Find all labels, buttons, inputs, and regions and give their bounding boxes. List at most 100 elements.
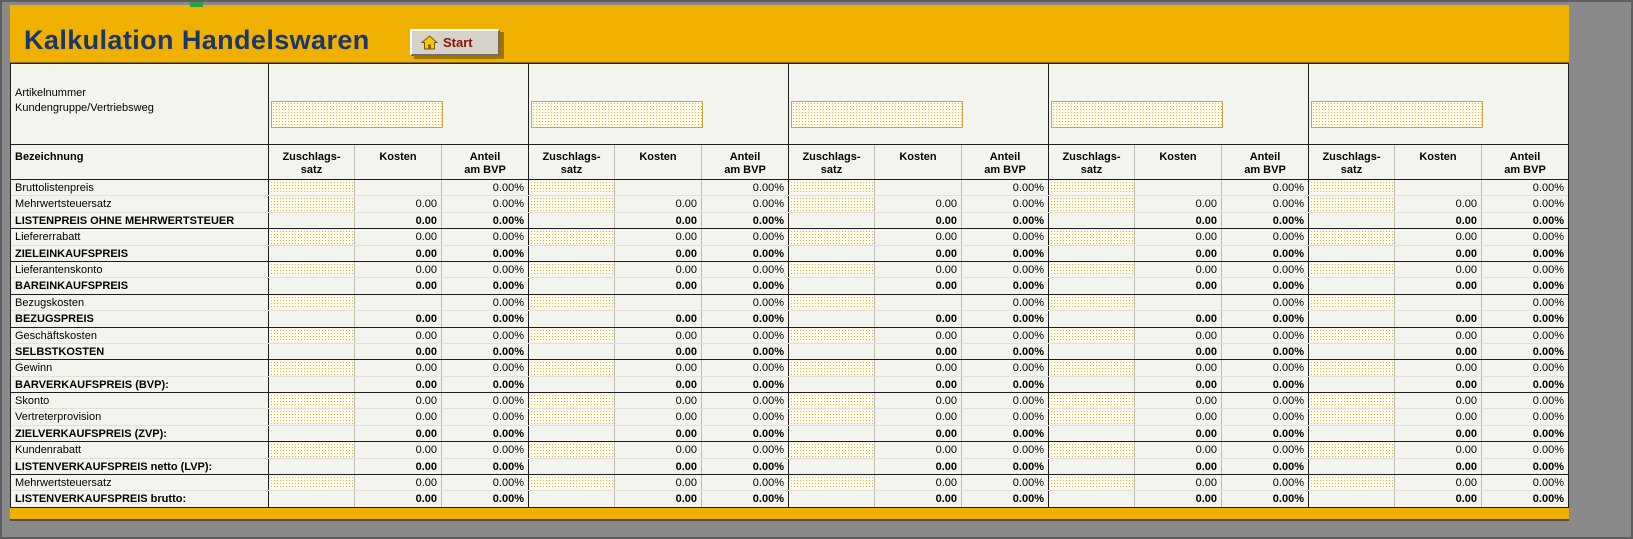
row-group: 0.00 0.00% bbox=[788, 475, 1048, 491]
zuschlagssatz-input-cell[interactable] bbox=[789, 294, 875, 311]
row-group: 0.00% bbox=[1048, 180, 1308, 196]
zuschlagssatz-input-cell[interactable] bbox=[789, 360, 875, 376]
zuschlagssatz-input-cell[interactable] bbox=[269, 409, 355, 425]
zuschlagssatz-input-cell[interactable] bbox=[1049, 294, 1135, 311]
zuschlagssatz-input-cell[interactable] bbox=[269, 229, 355, 245]
anteil-bvp-cell: 0.00% bbox=[1532, 477, 1564, 490]
zuschlagssatz-input-cell[interactable] bbox=[1309, 442, 1395, 458]
anteil-bvp-cell: 0.00% bbox=[1272, 493, 1304, 506]
kosten-cell: 0.00 bbox=[355, 212, 442, 229]
zuschlagssatz-input-cell[interactable] bbox=[789, 196, 875, 212]
zuschlagssatz-input-cell[interactable] bbox=[1309, 229, 1395, 245]
zuschlagssatz-input-cell[interactable] bbox=[1049, 360, 1135, 376]
row-group: 0.00 0.00% bbox=[1048, 458, 1308, 475]
zuschlagssatz-input-cell[interactable] bbox=[529, 393, 615, 409]
zuschlagssatz-input-cell[interactable] bbox=[1309, 409, 1395, 425]
input-cell-pattern bbox=[270, 443, 353, 457]
anteil-bvp-cell: 0.00% bbox=[752, 477, 784, 490]
zuschlagssatz-input-cell[interactable] bbox=[529, 261, 615, 278]
zuschlagssatz-input-cell[interactable] bbox=[789, 180, 875, 196]
kosten-cell: 0.00 bbox=[875, 327, 962, 343]
zuschlagssatz-input-cell[interactable] bbox=[1309, 196, 1395, 212]
row-group: 0.00 0.00% bbox=[1308, 245, 1568, 261]
input-cell-pattern bbox=[1310, 295, 1393, 310]
zuschlagssatz-input-cell[interactable] bbox=[1309, 327, 1395, 343]
zuschlagssatz-input-cell[interactable] bbox=[269, 442, 355, 458]
zuschlagssatz-input-cell[interactable] bbox=[789, 393, 875, 409]
row-group: 0.00 0.00% bbox=[528, 343, 788, 360]
zuschlagssatz-input-cell[interactable] bbox=[269, 196, 355, 212]
row-group: 0.00 0.00% bbox=[528, 327, 788, 343]
zuschlagssatz-input-cell[interactable] bbox=[1049, 229, 1135, 245]
info-labels: Artikelnummer Kundengruppe/Vertriebsweg bbox=[11, 64, 268, 144]
zuschlagssatz-input-cell[interactable] bbox=[789, 229, 875, 245]
input-cell-pattern bbox=[530, 262, 613, 277]
zuschlagssatz-cell bbox=[1309, 376, 1395, 393]
article-customer-input[interactable] bbox=[1051, 101, 1223, 128]
anteil-bvp-cell: 0.00% bbox=[752, 214, 784, 227]
anteil-bvp-cell: 0.00% bbox=[1272, 345, 1304, 358]
zuschlagssatz-input-cell[interactable] bbox=[529, 475, 615, 491]
anteil-bvp-cell: 0.00% bbox=[1012, 214, 1044, 227]
row-group: 0.00 0.00% bbox=[528, 458, 788, 475]
zuschlagssatz-input-cell[interactable] bbox=[269, 180, 355, 196]
kosten-cell: 0.00 bbox=[615, 376, 702, 393]
zuschlagssatz-input-cell[interactable] bbox=[1049, 442, 1135, 458]
zuschlagssatz-input-cell[interactable] bbox=[269, 294, 355, 311]
input-cell-pattern bbox=[530, 328, 613, 342]
zuschlagssatz-input-cell[interactable] bbox=[1049, 180, 1135, 196]
zuschlagssatz-input-cell[interactable] bbox=[789, 261, 875, 278]
start-button[interactable]: Start bbox=[410, 29, 500, 56]
row-group: 0.00 0.00% bbox=[788, 409, 1048, 425]
row-group: 0.00% bbox=[268, 294, 528, 311]
zuschlagssatz-input-cell[interactable] bbox=[1049, 393, 1135, 409]
zuschlagssatz-input-cell[interactable] bbox=[1309, 180, 1395, 196]
zuschlagssatz-input-cell[interactable] bbox=[1309, 294, 1395, 311]
zuschlagssatz-cell bbox=[269, 245, 355, 261]
article-customer-input[interactable] bbox=[271, 101, 443, 128]
header-line: am BVP bbox=[1244, 164, 1286, 176]
article-customer-input[interactable] bbox=[1311, 101, 1483, 128]
anteil-bvp-cell: 0.00% bbox=[752, 362, 784, 375]
row-group: 0.00 0.00% bbox=[1308, 212, 1568, 229]
zuschlagssatz-input-cell[interactable] bbox=[269, 475, 355, 491]
kosten-cell: 0.00 bbox=[1135, 475, 1222, 491]
input-cell-pattern bbox=[530, 181, 613, 195]
kosten-cell: 0.00 bbox=[355, 278, 442, 294]
zuschlagssatz-input-cell[interactable] bbox=[1049, 196, 1135, 212]
zuschlagssatz-input-cell[interactable] bbox=[789, 442, 875, 458]
zuschlagssatz-input-cell[interactable] bbox=[269, 327, 355, 343]
article-customer-input[interactable] bbox=[531, 101, 703, 128]
anteil-bvp-cell: 0.00% bbox=[492, 427, 524, 440]
zuschlagssatz-input-cell[interactable] bbox=[269, 393, 355, 409]
zuschlagssatz-input-cell[interactable] bbox=[1049, 475, 1135, 491]
zuschlagssatz-input-cell[interactable] bbox=[789, 475, 875, 491]
zuschlagssatz-input-cell[interactable] bbox=[1309, 393, 1395, 409]
zuschlagssatz-input-cell[interactable] bbox=[1309, 261, 1395, 278]
zuschlagssatz-cell bbox=[789, 491, 875, 507]
zuschlagssatz-input-cell[interactable] bbox=[1049, 327, 1135, 343]
zuschlagssatz-input-cell[interactable] bbox=[529, 360, 615, 376]
zuschlagssatz-input-cell[interactable] bbox=[529, 327, 615, 343]
input-cell-pattern bbox=[1310, 361, 1393, 375]
zuschlagssatz-input-cell[interactable] bbox=[529, 294, 615, 311]
zuschlagssatz-input-cell[interactable] bbox=[789, 327, 875, 343]
zuschlagssatz-input-cell[interactable] bbox=[1309, 475, 1395, 491]
zuschlagssatz-input-cell[interactable] bbox=[529, 229, 615, 245]
zuschlagssatz-input-cell[interactable] bbox=[529, 180, 615, 196]
zuschlagssatz-input-cell[interactable] bbox=[529, 196, 615, 212]
zuschlagssatz-input-cell[interactable] bbox=[1049, 409, 1135, 425]
worksheet: Kalkulation Handelswaren Start Artikelnu… bbox=[10, 5, 1569, 521]
zuschlagssatz-input-cell[interactable] bbox=[789, 409, 875, 425]
kosten-cell: 0.00 bbox=[355, 491, 442, 507]
zuschlagssatz-input-cell[interactable] bbox=[1309, 360, 1395, 376]
zuschlagssatz-input-cell[interactable] bbox=[269, 261, 355, 278]
zuschlagssatz-input-cell[interactable] bbox=[529, 442, 615, 458]
article-customer-input[interactable] bbox=[791, 101, 963, 128]
zuschlagssatz-input-cell[interactable] bbox=[529, 409, 615, 425]
zuschlagssatz-input-cell[interactable] bbox=[269, 360, 355, 376]
zuschlagssatz-input-cell[interactable] bbox=[1049, 261, 1135, 278]
input-cell-pattern bbox=[1310, 394, 1393, 408]
anteil-bvp-cell: 0.00% bbox=[1272, 296, 1304, 309]
kosten-cell: 0.00 bbox=[1135, 327, 1222, 343]
